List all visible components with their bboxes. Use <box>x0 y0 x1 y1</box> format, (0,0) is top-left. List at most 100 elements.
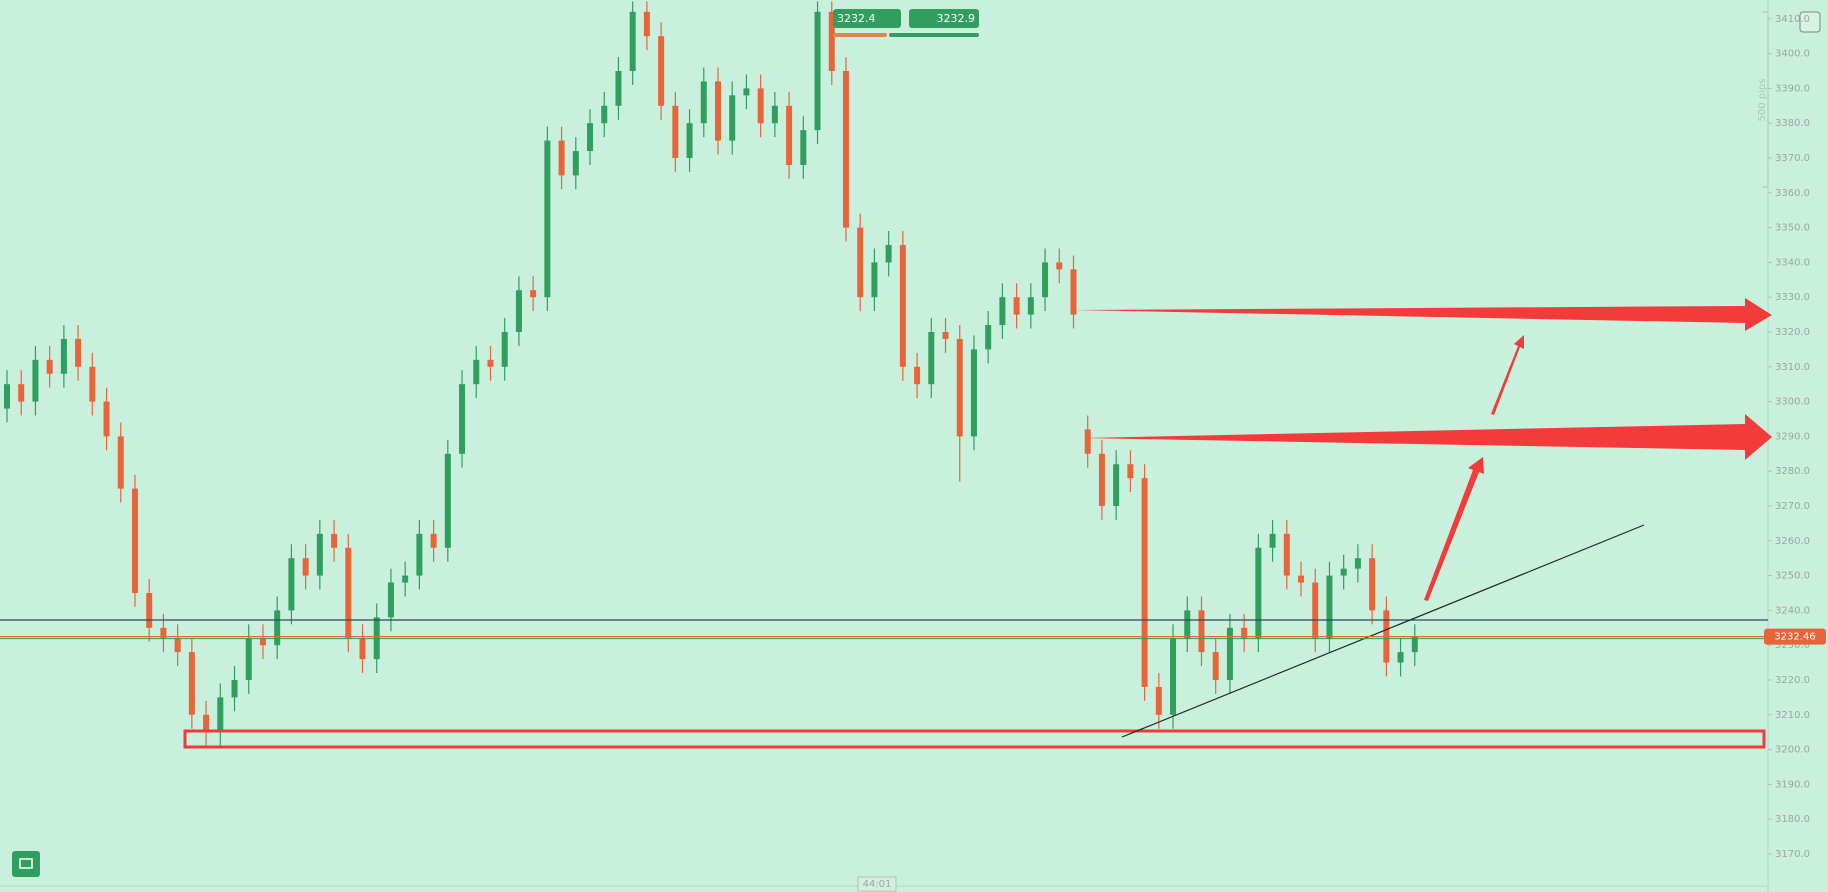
candle-body <box>1170 638 1177 715</box>
candle-body <box>1155 686 1162 715</box>
y-tick-label: 3190.0 <box>1775 779 1810 790</box>
candle-body <box>857 227 864 298</box>
trend-line <box>1121 524 1645 738</box>
candle-body <box>1312 582 1319 639</box>
candle-body <box>416 533 423 576</box>
candle-body <box>302 558 309 576</box>
candle-body <box>1084 429 1091 454</box>
candle-body <box>885 244 892 263</box>
candle-body <box>1113 464 1120 506</box>
candle-body <box>1127 464 1134 479</box>
candle-body <box>928 331 935 385</box>
candle-body <box>117 436 124 489</box>
candle-body <box>643 11 650 37</box>
candle-body <box>4 384 10 409</box>
candle-body <box>1056 262 1063 270</box>
candle-body <box>1042 262 1049 298</box>
candle-body <box>1340 568 1347 576</box>
candle-body <box>572 151 579 176</box>
y-tick-label: 3250.0 <box>1775 571 1810 582</box>
candle-body <box>786 105 793 165</box>
candle-body <box>1283 533 1290 576</box>
arrow <box>1424 457 1484 601</box>
y-tick-label: 3340.0 <box>1775 257 1810 268</box>
candle-body <box>217 697 224 733</box>
y-tick-label: 3280.0 <box>1775 466 1810 477</box>
last-price-tag <box>1764 628 1826 645</box>
last-price-label: 3232.46 <box>1774 632 1815 643</box>
candles <box>4 1 1772 855</box>
candle-body <box>174 638 181 653</box>
y-tick-label: 3170.0 <box>1775 849 1810 860</box>
y-tick-label: 3330.0 <box>1775 292 1810 303</box>
y-tick-label: 3220.0 <box>1775 675 1810 686</box>
candle-body <box>914 366 921 385</box>
candle-body <box>473 359 480 385</box>
candle-body <box>629 11 636 71</box>
arrow <box>1073 298 1772 331</box>
buy-price: 3232.9 <box>937 12 976 25</box>
candle-body <box>615 70 622 106</box>
candle-body <box>515 290 522 332</box>
candle-body <box>203 714 210 733</box>
candle-body <box>1255 547 1262 639</box>
buy-button[interactable] <box>909 9 979 28</box>
candle-body <box>1141 478 1148 687</box>
candle-body <box>1241 627 1248 639</box>
candle-body <box>1070 269 1077 315</box>
candle-body <box>771 105 778 124</box>
candle-body <box>544 140 551 298</box>
candle-body <box>487 359 494 367</box>
sell-price: 3232.4 <box>837 12 876 25</box>
candle-body <box>1212 652 1219 680</box>
candle-body <box>160 627 167 639</box>
candle-body <box>345 547 352 639</box>
y-tick-label: 3210.0 <box>1775 710 1810 721</box>
candle-body <box>985 325 992 350</box>
sell-bar <box>833 33 887 37</box>
icon <box>19 858 33 869</box>
popout-button[interactable] <box>1799 11 1821 33</box>
timer: 44:01 <box>863 879 892 890</box>
toolbar-button[interactable] <box>12 851 40 877</box>
y-tick-label: 3270.0 <box>1775 501 1810 512</box>
y-tick-label: 3200.0 <box>1775 745 1810 756</box>
candle-body <box>89 366 96 402</box>
candle-body <box>956 338 963 437</box>
candle-body <box>1098 453 1105 506</box>
candle-body <box>331 533 338 548</box>
candle-body <box>658 36 665 106</box>
y-tick-label: 3390.0 <box>1775 83 1810 94</box>
zone-box <box>183 729 1766 749</box>
candle-body <box>871 262 878 298</box>
candle-body <box>715 81 721 141</box>
candle-body <box>131 488 138 593</box>
candle-body <box>1269 533 1276 548</box>
candle-body <box>1184 610 1191 639</box>
candle-body <box>1369 558 1376 611</box>
candle-body <box>729 95 736 141</box>
y-tick-label: 3300.0 <box>1775 397 1810 408</box>
candle-body <box>800 130 807 165</box>
y-tick-label: 3410.0 <box>1775 14 1810 25</box>
y-tick-label: 3370.0 <box>1775 153 1810 164</box>
candle-body <box>245 638 252 680</box>
candle-body <box>828 11 835 71</box>
candle-body <box>402 575 409 583</box>
sell-button[interactable] <box>833 9 901 28</box>
candle-body <box>444 453 451 548</box>
scale-bracket <box>1762 11 1769 188</box>
candle-body <box>999 297 1006 326</box>
y-tick-label: 3350.0 <box>1775 223 1810 234</box>
candle-body <box>75 338 82 367</box>
candle-body <box>359 638 366 660</box>
timer-box <box>857 876 897 892</box>
y-tick-label: 3380.0 <box>1775 118 1810 129</box>
candle-body <box>146 592 153 628</box>
candle-body <box>1298 575 1305 583</box>
candle-body <box>1027 297 1034 315</box>
candle-body <box>18 384 25 402</box>
